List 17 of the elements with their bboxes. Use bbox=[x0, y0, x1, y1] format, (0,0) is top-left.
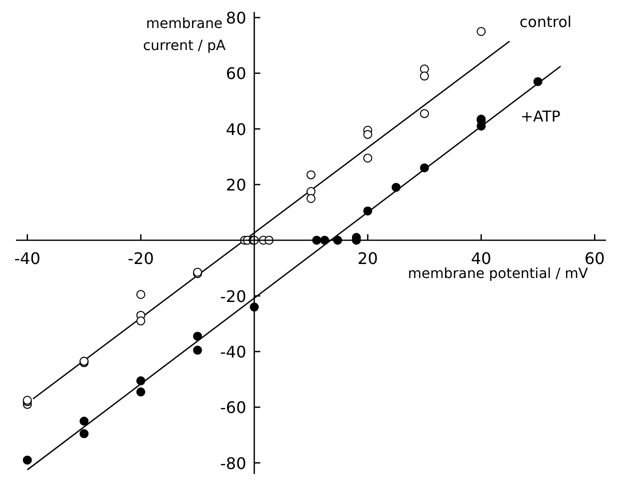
x-tick-label: -40 bbox=[14, 249, 40, 268]
y-tick-label: -60 bbox=[220, 398, 246, 418]
x-tick-label: 40 bbox=[471, 249, 492, 268]
y-tick-label: 80 bbox=[226, 8, 246, 28]
text: control bbox=[520, 13, 572, 32]
y-tick-label: 60 bbox=[226, 64, 246, 84]
y-tick-label: -40 bbox=[220, 342, 246, 362]
x-tick-label: 60 bbox=[584, 249, 605, 268]
x-axis-title: membrane potential / mV bbox=[408, 266, 588, 282]
y-tick-label: -20 bbox=[220, 286, 246, 306]
y-tick-label: 20 bbox=[226, 176, 246, 195]
x-tick-label: 20 bbox=[358, 249, 378, 268]
series-label: +ATP bbox=[520, 107, 560, 126]
y-tick-label: -80 bbox=[220, 454, 246, 473]
y-axis-title: membrane current / pA bbox=[142, 16, 226, 54]
y-tick-label: 40 bbox=[226, 120, 246, 139]
x-tick-label: -20 bbox=[128, 249, 154, 268]
